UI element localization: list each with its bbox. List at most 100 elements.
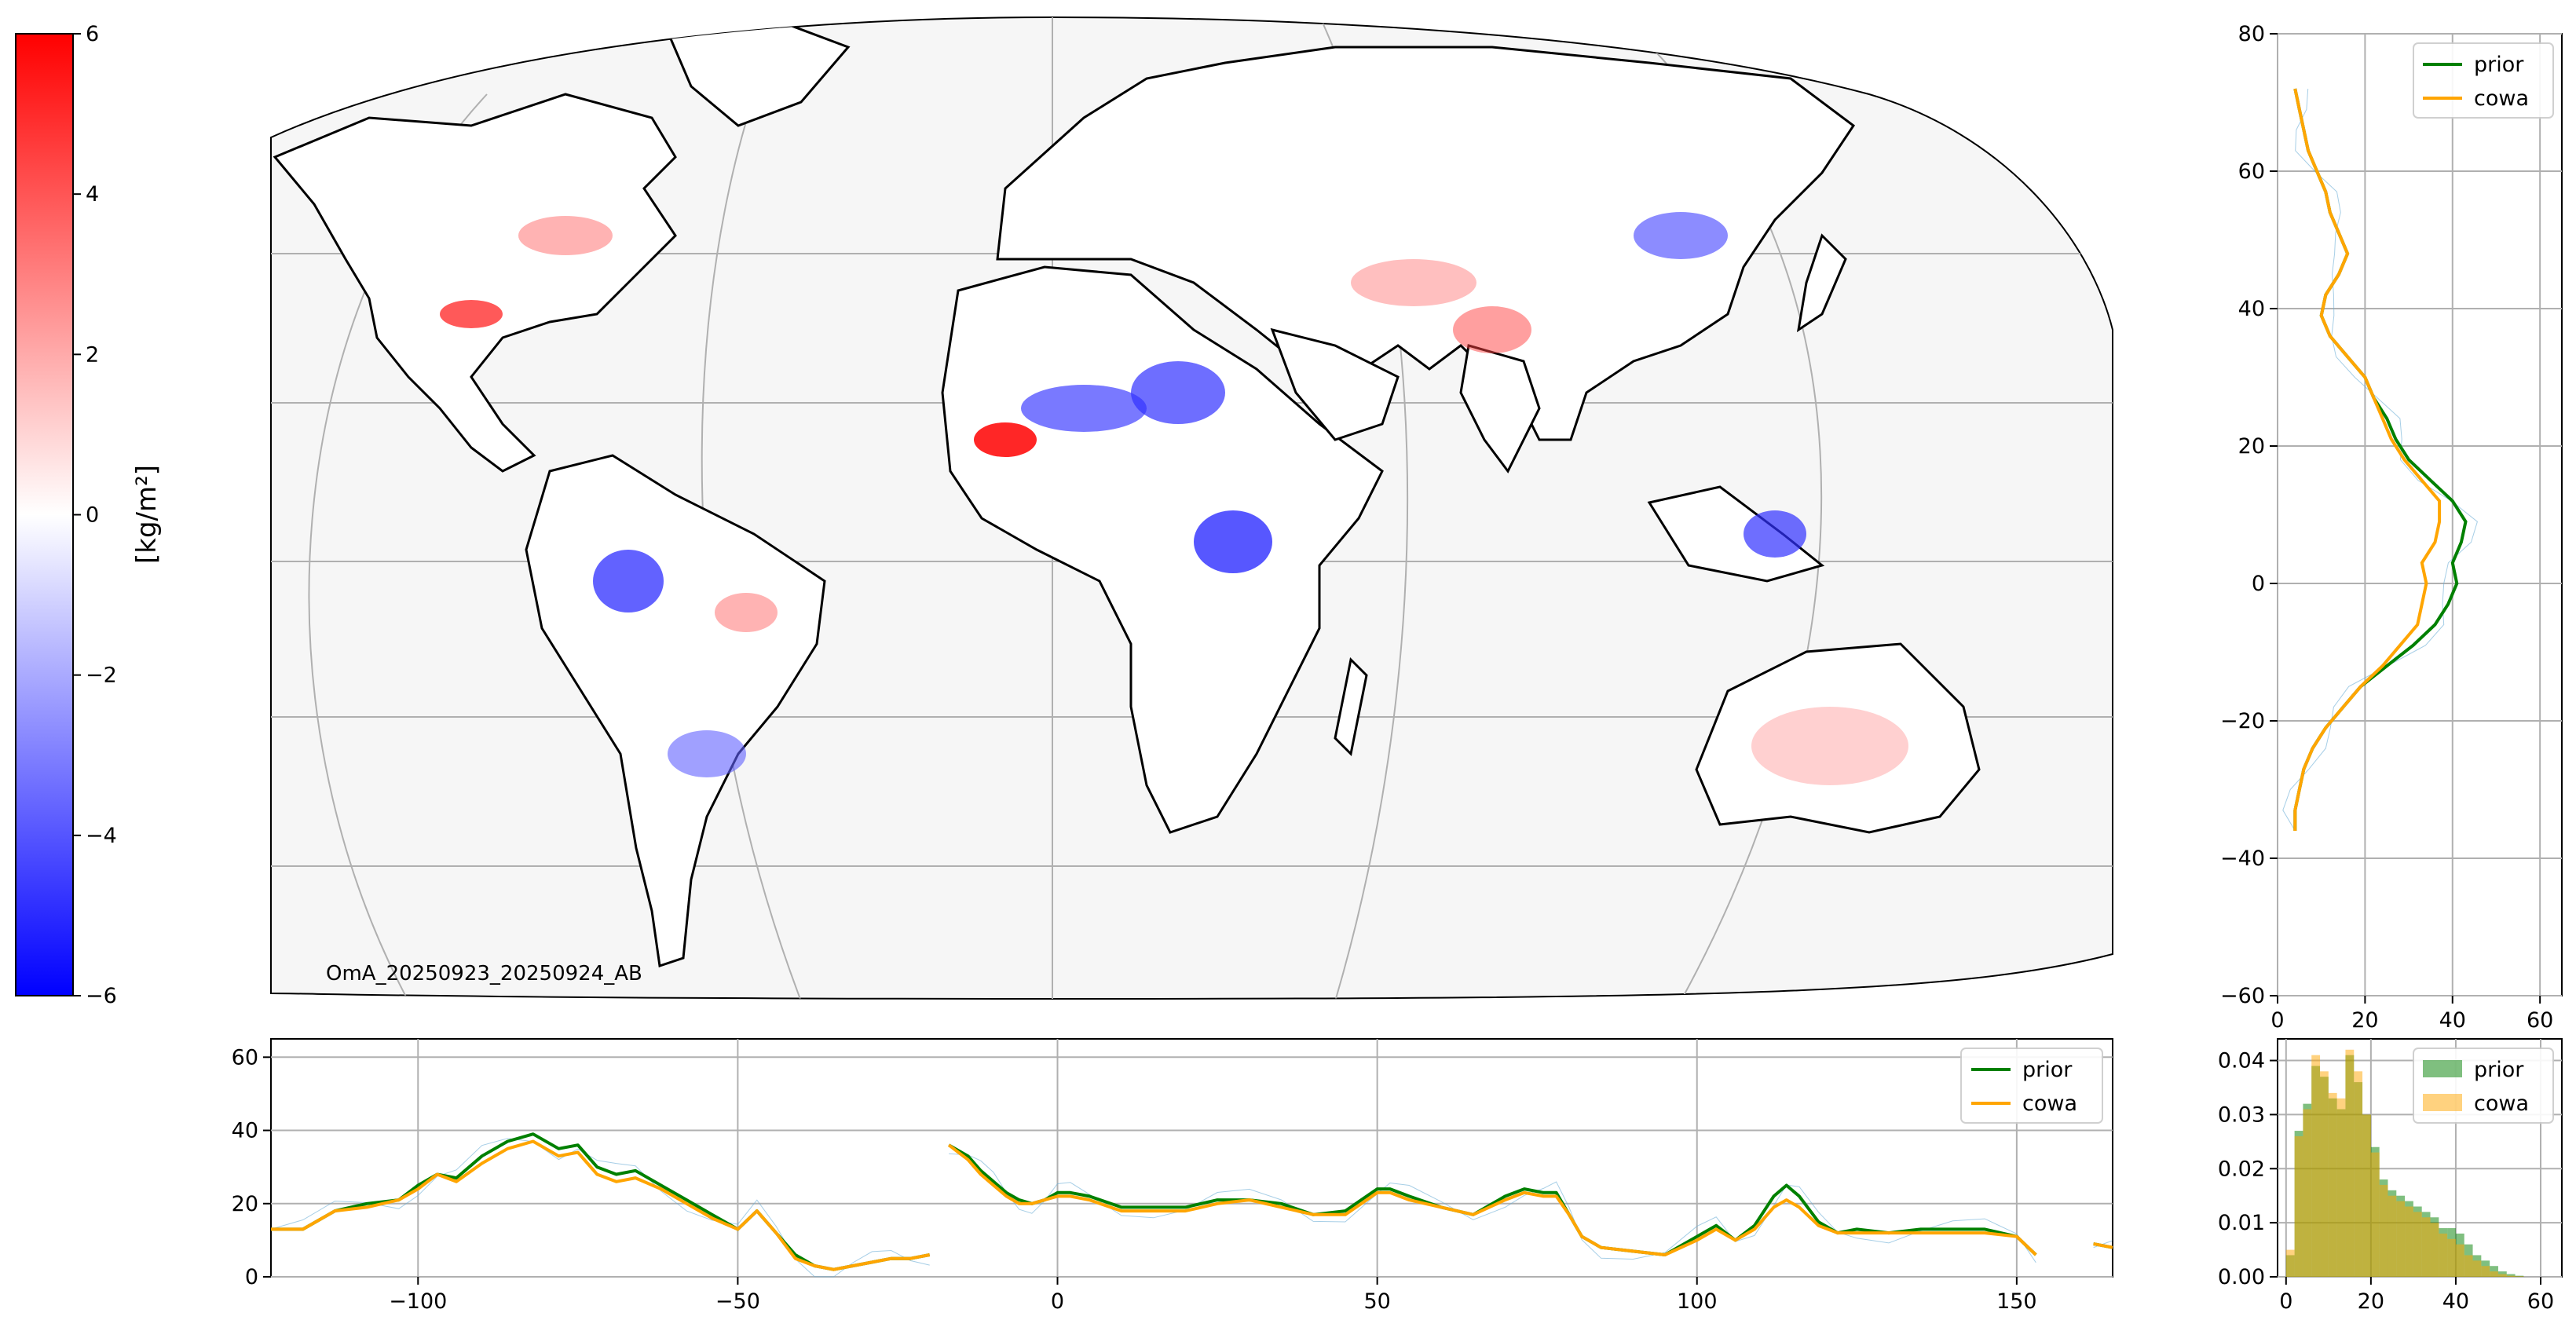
colorbar-tick-label: 6 <box>86 22 99 46</box>
x-tick-label: 60 <box>2527 1008 2553 1033</box>
histogram-ticks: 0 20 40 60 0.00 0.01 0.02 0.03 0.04 <box>2218 1049 2554 1314</box>
x-tick-label: 100 <box>1677 1289 1718 1314</box>
legend-cowa-label: cowa <box>2474 1091 2529 1116</box>
longitude-profile-obs-traces <box>270 1138 2113 1278</box>
latitude-profile-grid <box>2277 33 2562 996</box>
x-tick-label: 0 <box>2270 1008 2284 1033</box>
longitude-profile-panel: −100 −50 0 50 100 150 0 20 40 60 prior cowa <box>232 1038 2113 1314</box>
x-tick-label: 40 <box>2442 1289 2469 1314</box>
latitude-profile-cowa-line <box>2293 88 2442 831</box>
longitude-profile-legend: prior cowa <box>1960 1048 2103 1124</box>
y-tick-label: 0.03 <box>2218 1102 2265 1127</box>
y-tick-label: 60 <box>2238 159 2265 184</box>
y-tick-label: 40 <box>232 1119 258 1143</box>
colorbar-gradient <box>15 33 74 996</box>
legend-prior-label: prior <box>2022 1058 2073 1082</box>
cowa-bar <box>2497 1274 2507 1277</box>
x-tick-label: 0 <box>2279 1289 2292 1314</box>
madagascar <box>1334 656 1368 757</box>
legend-cowa-label: cowa <box>2022 1091 2077 1116</box>
y-tick-label: 0.02 <box>2218 1157 2265 1181</box>
cowa-bar <box>2328 1092 2337 1277</box>
anomaly-patches <box>440 212 1908 785</box>
y-tick-label: 20 <box>232 1192 258 1216</box>
longitude-profile-lines <box>271 1132 2113 1271</box>
cowa-bar <box>2388 1195 2397 1277</box>
map-panel: OmA_20250923_20250924_AB <box>270 16 2113 1000</box>
colorbar-ticks: 6 4 2 0 −2 −4 −6 <box>73 22 117 1008</box>
cowa-bar <box>2506 1275 2516 1277</box>
y-tick-label: 0.00 <box>2218 1265 2265 1289</box>
x-tick-label: 40 <box>2439 1008 2466 1033</box>
cowa-bar <box>2455 1244 2464 1277</box>
cowa-bar <box>2362 1114 2371 1277</box>
north-america <box>273 93 677 473</box>
cowa-bar <box>2447 1238 2456 1277</box>
arabia <box>1270 327 1400 441</box>
x-tick-label: 60 <box>2527 1289 2554 1314</box>
cowa-bar <box>2490 1271 2498 1277</box>
obs-trace <box>949 1153 2113 1263</box>
longitude-profile-ticks: −100 −50 0 50 100 150 0 20 40 60 <box>232 1045 2037 1314</box>
latitude-profile-legend: prior cowa <box>2413 42 2554 119</box>
colorbar-label: [kg/m²] <box>131 465 163 564</box>
obs-trace <box>270 1138 930 1278</box>
cowa-bar <box>2336 1098 2346 1277</box>
x-tick-label: 20 <box>2351 1008 2378 1033</box>
legend-prior-label: prior <box>2474 53 2524 77</box>
y-tick-label: 80 <box>2238 22 2265 46</box>
cowa-bar <box>2370 1152 2380 1277</box>
colorbar-tick-label: −4 <box>86 824 117 848</box>
cowa-bar <box>2430 1223 2439 1277</box>
y-tick-label: 0.01 <box>2218 1211 2265 1235</box>
colorbar-tick-label: 0 <box>86 503 99 528</box>
cowa-bar <box>2413 1212 2422 1277</box>
legend-cowa-swatch <box>2423 1094 2462 1111</box>
prior-bar <box>2506 1274 2516 1277</box>
cowa-bar <box>2464 1255 2473 1277</box>
colorbar-tick-label: −2 <box>86 664 117 688</box>
latitude-profile-ticks: 0 20 40 60 −60 −40 −20 0 20 40 60 80 <box>2220 22 2553 1033</box>
legend-prior-label: prior <box>2474 1058 2524 1082</box>
obs-trace <box>2282 88 2478 832</box>
india <box>1459 344 1541 474</box>
histogram-bars <box>2285 1049 2524 1277</box>
colorbar-tick-label: 2 <box>86 342 99 367</box>
cowa-bar <box>2515 1276 2524 1277</box>
y-tick-label: −20 <box>2220 709 2265 733</box>
cowa-bar <box>2311 1055 2321 1277</box>
y-tick-label: 40 <box>2238 297 2265 321</box>
latitude-profile-obs-traces <box>2282 88 2478 832</box>
indonesia <box>1647 485 1825 583</box>
y-tick-label: 20 <box>2238 434 2265 459</box>
y-tick-label: 0.04 <box>2218 1049 2265 1073</box>
cowa-bar <box>2481 1266 2490 1277</box>
x-tick-label: −100 <box>389 1289 447 1314</box>
x-tick-label: −50 <box>715 1289 760 1314</box>
x-tick-label: 20 <box>2358 1289 2384 1314</box>
cowa-bar <box>2472 1260 2482 1277</box>
cowa-bar <box>2421 1217 2431 1277</box>
cowa-bar <box>2320 1071 2329 1277</box>
cowa-bar <box>2345 1049 2355 1277</box>
cowa-bar <box>2303 1109 2312 1277</box>
y-tick-label: 0 <box>245 1265 258 1289</box>
x-tick-label: 50 <box>1363 1289 1390 1314</box>
histogram-panel: 0 20 40 60 0.00 0.01 0.02 0.03 0.04 prior cowa <box>2218 1038 2563 1314</box>
cowa-bar <box>2439 1233 2448 1277</box>
cowa-bar <box>2294 1135 2303 1277</box>
map-annotation: OmA_20250923_20250924_AB <box>326 962 642 985</box>
x-tick-label: 0 <box>1051 1289 1064 1314</box>
colorbar-tick-label: −6 <box>86 984 117 1008</box>
y-tick-label: 0 <box>2252 572 2265 596</box>
histogram-legend: prior cowa <box>2413 1048 2554 1124</box>
longitude-profile-frame <box>270 1038 2113 1278</box>
japan <box>1796 233 1847 333</box>
cowa-bar <box>2405 1206 2413 1277</box>
y-tick-label: −40 <box>2220 847 2265 871</box>
cowa-bar <box>2396 1201 2406 1277</box>
colorbar-tick-label: 4 <box>86 182 99 207</box>
legend-cowa-label: cowa <box>2474 86 2529 111</box>
prior-bar <box>2515 1275 2524 1277</box>
